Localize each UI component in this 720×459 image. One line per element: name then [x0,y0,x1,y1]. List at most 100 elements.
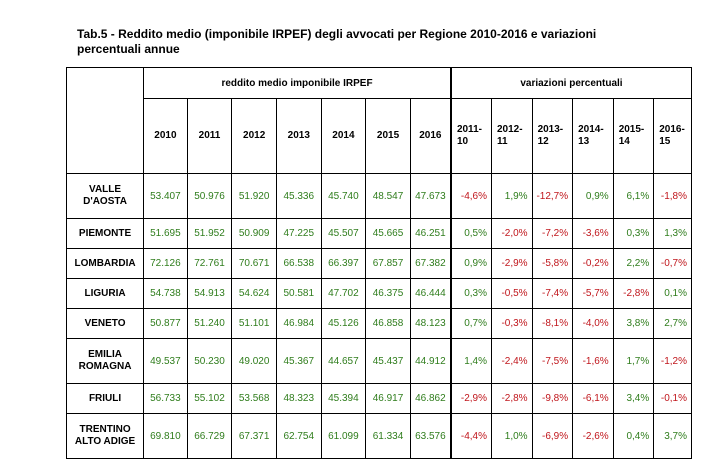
variation-cell: 1,4% [450,338,492,384]
income-cell: 50.976 [186,173,233,219]
region-cell: TRENTINO ALTO ADIGE [65,413,145,459]
income-cell: 66.538 [275,248,322,279]
variation-cell: -2,8% [612,278,655,309]
variation-cell: -0,5% [491,278,533,309]
variation-cell: -4,6% [450,173,492,219]
variation-cell: -8,1% [531,308,574,339]
variation-cell: 1,0% [491,413,533,459]
variation-cell: 1,9% [491,173,533,219]
income-cell: 49.537 [143,338,188,384]
variation-cell: 3,7% [653,413,692,459]
variation-cell: -3,6% [572,218,614,249]
variation-cell: -5,8% [531,248,574,279]
income-cell: 46.444 [409,278,452,309]
region-cell: VENETO [65,308,145,339]
income-cell: 45.126 [320,308,367,339]
income-cell: 72.761 [186,248,233,279]
variation-cell: 0,3% [450,278,492,309]
variation-cell: 0,7% [450,308,492,339]
income-cell: 66.397 [320,248,367,279]
variation-cell: -7,5% [531,338,574,384]
year-header: 2015 [365,98,411,174]
variation-cell: -2,9% [450,383,492,414]
region-cell: EMILIA ROMAGNA [65,338,145,384]
income-cell: 46.858 [365,308,411,339]
income-cell: 62.754 [275,413,322,459]
income-cell: 48.123 [409,308,452,339]
income-cell: 69.810 [143,413,188,459]
income-cell: 72.126 [143,248,188,279]
region-cell: PIEMONTE [65,218,145,249]
table-row: VENETO 50.877 51.240 51.101 46.984 45.126 46.8… [65,308,692,339]
year-header: 2014 [320,98,367,174]
table-row: FRIULI 56.733 55.102 53.568 48.323 45.394 46.9… [65,383,692,414]
variation-cell: 0,5% [450,218,492,249]
income-cell: 53.568 [231,383,277,414]
variation-cell: 0,9% [572,173,614,219]
title-line-1: Tab.5 - Reddito medio (imponibile IRPEF)… [77,27,597,41]
income-cell: 45.336 [275,173,322,219]
variation-cell: -4,4% [450,413,492,459]
income-cell: 67.382 [409,248,452,279]
income-cell: 45.665 [365,218,411,249]
income-cell: 46.251 [409,218,452,249]
variation-cell: -5,7% [572,278,614,309]
variation-cell: -12,7% [531,173,574,219]
variation-cell: -1,8% [653,173,692,219]
region-cell: FRIULI [65,383,145,414]
income-cell: 51.240 [186,308,233,339]
table-row: PIEMONTE 51.695 51.952 50.909 47.225 45.507 45… [65,218,692,249]
income-cell: 44.657 [320,338,367,384]
income-cell: 50.909 [231,218,277,249]
period-header: 2015- 14 [612,98,655,174]
variation-cell: -1,2% [653,338,692,384]
variation-cell: 1,7% [612,338,655,384]
income-cell: 48.547 [365,173,411,219]
table-row: LOMBARDIA 72.126 72.761 70.671 66.538 66.397 6… [65,248,692,279]
variation-cell: 0,9% [450,248,492,279]
variation-cell: -1,6% [572,338,614,384]
income-cell: 46.917 [365,383,411,414]
table-row: EMILIA ROMAGNA 49.537 50.230 49.020 45.367 44.… [65,338,692,384]
variation-cell: -0,2% [572,248,614,279]
variation-cell: -2,6% [572,413,614,459]
variation-cell: -7,4% [531,278,574,309]
income-cell: 51.920 [231,173,277,219]
period-header: 2011- 10 [450,98,492,174]
income-cell: 54.913 [186,278,233,309]
income-cell: 61.334 [365,413,411,459]
income-cell: 70.671 [231,248,277,279]
period-header: 2013- 12 [531,98,574,174]
period-header: 2012- 11 [491,98,533,174]
income-cell: 45.507 [320,218,367,249]
table-row: VALLE D'AOSTA 53.407 50.976 51.920 45.336 45.7… [65,173,692,219]
variation-cell: 3,8% [612,308,655,339]
year-header: 2013 [275,98,322,174]
group-header-variation: variazioni percentuali [450,67,692,99]
variation-cell: -6,1% [572,383,614,414]
variation-cell: -0,3% [491,308,533,339]
income-cell: 45.740 [320,173,367,219]
income-cell: 46.375 [365,278,411,309]
variation-cell: -0,1% [653,383,692,414]
table-row: TRENTINO ALTO ADIGE 69.810 66.729 67.371 62.7… [65,413,692,459]
variation-cell: -2,9% [491,248,533,279]
variation-cell: 2,2% [612,248,655,279]
year-header: 2016 [409,98,452,174]
year-header: 2012 [231,98,277,174]
income-cell: 61.099 [320,413,367,459]
variation-cell: 0,1% [653,278,692,309]
income-cell: 55.102 [186,383,233,414]
income-cell: 45.367 [275,338,322,384]
income-cell: 54.738 [143,278,188,309]
variation-cell: -2,4% [491,338,533,384]
income-cell: 45.394 [320,383,367,414]
variation-cell: 0,4% [612,413,655,459]
income-cell: 46.862 [409,383,452,414]
income-cell: 51.101 [231,308,277,339]
title-line-2: percentuali annue [77,42,180,56]
income-cell: 67.371 [231,413,277,459]
variation-cell: 3,4% [612,383,655,414]
income-cell: 50.581 [275,278,322,309]
income-cell: 66.729 [186,413,233,459]
